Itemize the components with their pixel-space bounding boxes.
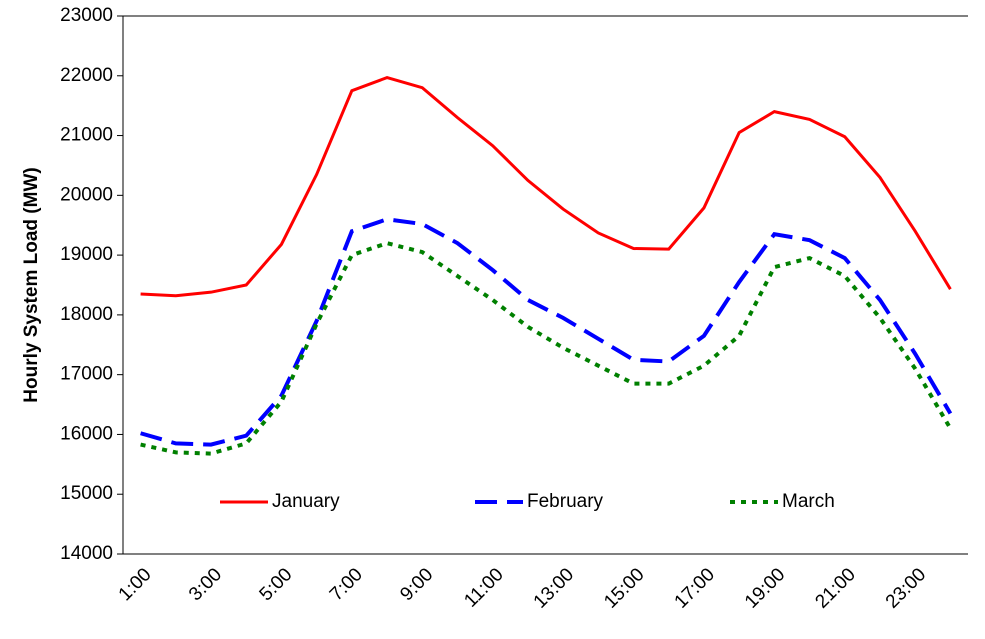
y-tick-label: 15000 [60, 483, 113, 504]
y-tick-label: 18000 [60, 304, 113, 325]
x-tick-label: 11:00 [460, 564, 507, 611]
legend-label: February [527, 491, 604, 512]
series-line [140, 75, 952, 298]
y-tick-label: 14000 [60, 543, 113, 564]
x-tick-label: 3:00 [185, 564, 226, 605]
y-tick-label: 23000 [60, 5, 113, 26]
y-tick-label: 21000 [60, 125, 113, 146]
x-tick-label: 5:00 [256, 564, 297, 605]
y-tick-label: 22000 [60, 65, 113, 86]
y-axis-label: Hourly System Load (MW) [21, 167, 42, 402]
x-tick-label: 13:00 [530, 564, 578, 612]
y-tick-label: 19000 [60, 244, 113, 265]
x-tick-label: 7:00 [326, 564, 367, 605]
series-line [140, 241, 953, 456]
x-tick-label: 19:00 [741, 564, 789, 612]
y-tick-label: 20000 [60, 184, 113, 205]
x-tick-label: 15:00 [600, 564, 648, 612]
x-tick-label: 23:00 [882, 564, 930, 612]
x-tick-label: 21:00 [811, 564, 859, 612]
x-tick-label: 9:00 [396, 564, 437, 605]
legend-label: March [782, 491, 835, 512]
y-tick-label: 17000 [60, 364, 113, 385]
y-tick-label: 16000 [60, 423, 113, 444]
series-line [140, 217, 953, 447]
legend-label: January [272, 491, 340, 512]
x-tick-label: 1:00 [115, 564, 156, 605]
x-tick-label: 17:00 [671, 564, 719, 612]
